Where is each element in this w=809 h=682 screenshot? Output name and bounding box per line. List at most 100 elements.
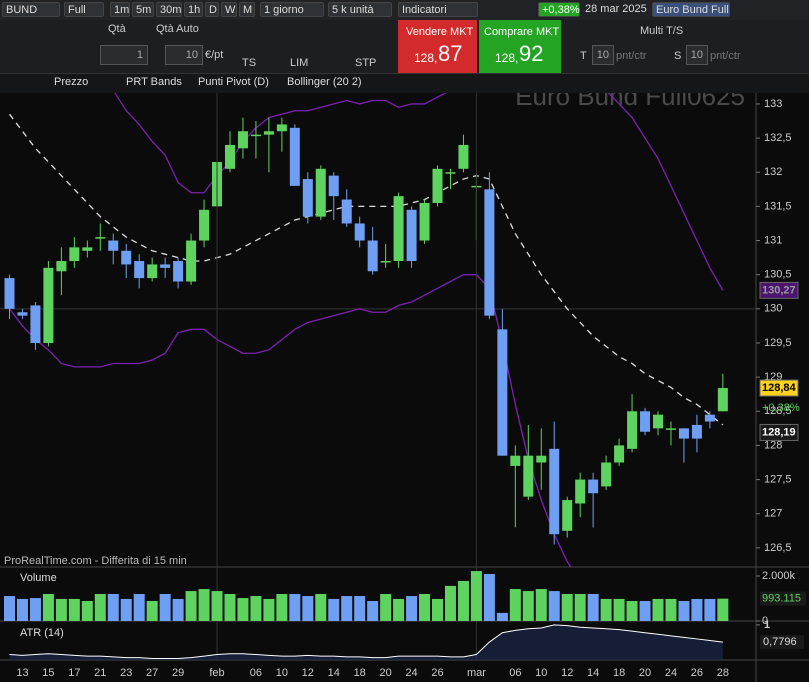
- x-tick-label: 15: [42, 667, 54, 679]
- volume-bar: [354, 596, 366, 621]
- volume-bar: [406, 596, 418, 621]
- period[interactable]: 1 giorno: [260, 2, 324, 17]
- x-tick-label: 29: [172, 667, 184, 679]
- candle-body: [173, 261, 184, 282]
- sell-dec: 87: [438, 41, 463, 66]
- candle-body: [549, 448, 560, 535]
- volume-bar: [626, 600, 638, 621]
- y-tick-label: 126,5: [764, 542, 792, 554]
- volume-bar: [172, 598, 184, 621]
- pane-title: Volume: [20, 572, 57, 584]
- volume-bar: [380, 594, 392, 621]
- qty-auto[interactable]: Qtà Auto: [156, 23, 199, 35]
- candle-body: [419, 202, 430, 241]
- stp[interactable]: STP: [355, 57, 377, 69]
- sell-button[interactable]: Vendere MKT 128, 87: [398, 20, 477, 73]
- indicator[interactable]: Punti Pivot (D): [198, 76, 269, 88]
- x-tick-label: 10: [276, 667, 288, 679]
- tf-btn[interactable]: 5m: [132, 2, 154, 17]
- symbol[interactable]: BUND: [2, 2, 60, 17]
- volume-bar: [470, 571, 482, 621]
- x-tick-label: 14: [587, 667, 599, 679]
- watermark: Euro Bund Full0625: [515, 93, 745, 111]
- mode[interactable]: Full: [64, 2, 104, 17]
- ts[interactable]: TS: [242, 57, 257, 69]
- candle-body: [653, 414, 663, 429]
- volume-bar: [81, 600, 93, 621]
- s-label: S: [674, 50, 682, 62]
- x-tick-label: 18: [354, 667, 366, 679]
- candle-body: [523, 455, 534, 497]
- buy-button[interactable]: Comprare MKT 128, 92: [479, 20, 561, 73]
- units[interactable]: 5 k unità: [328, 2, 392, 17]
- price-layer: [0, 93, 756, 567]
- volume-bar: [652, 598, 664, 621]
- buy-label: Comprare MKT: [484, 26, 560, 38]
- candle-body: [237, 131, 248, 149]
- x-tick-label: 10: [535, 667, 547, 679]
- y-tick-label: 133: [764, 98, 782, 110]
- tf-btn[interactable]: W: [221, 2, 237, 17]
- candle-body: [575, 479, 586, 504]
- volume-bar: [55, 598, 67, 621]
- x-tick-label: 06: [509, 667, 521, 679]
- candle-body: [82, 247, 93, 251]
- volume-bar: [639, 600, 651, 621]
- indicators[interactable]: Indicatori: [398, 2, 478, 17]
- tf-btn[interactable]: 30m: [156, 2, 182, 17]
- qty-input[interactable]: 1: [100, 45, 148, 65]
- candle-body: [484, 189, 495, 316]
- volume-bar: [289, 594, 301, 621]
- toolbar: BUND Full 1m 5m 30m 1h D W M 1 giorno 5 …: [0, 0, 809, 21]
- tf-btn[interactable]: 1h: [184, 2, 203, 17]
- candle-body: [640, 411, 651, 432]
- indicator[interactable]: PRT Bands: [126, 76, 182, 88]
- last-value-label: 0,7796: [763, 636, 797, 648]
- candle-body: [665, 428, 676, 430]
- candle-body: [510, 455, 521, 466]
- indicator[interactable]: Prezzo: [54, 76, 89, 88]
- candle-body: [147, 264, 158, 279]
- candle-body: [562, 500, 573, 531]
- candle-body: [69, 247, 80, 262]
- candle-body: [160, 264, 171, 268]
- price-tag: [759, 379, 799, 397]
- s-input[interactable]: 10: [686, 45, 708, 65]
- tf-btn[interactable]: D: [205, 2, 219, 17]
- price-tag-label: 130,27: [762, 284, 796, 296]
- volume-bar: [613, 598, 625, 621]
- tf-btn[interactable]: 1m: [110, 2, 130, 17]
- volume-bar: [328, 598, 340, 621]
- bollinger-upper: [114, 93, 724, 291]
- x-tick-label: 18: [613, 667, 625, 679]
- instrument[interactable]: Euro Bund Full0625: [652, 2, 730, 17]
- date: 28 mar 2025: [585, 3, 647, 15]
- value-input[interactable]: 10: [165, 45, 203, 65]
- last-value-tag: [760, 635, 804, 650]
- candle-body: [328, 175, 339, 197]
- price-tag-label: 128,84: [762, 382, 797, 394]
- tf-btn[interactable]: M: [239, 2, 255, 17]
- volume-bar: [432, 598, 444, 621]
- volume-bar: [678, 600, 690, 621]
- volume-bar: [665, 598, 677, 621]
- y-tick-label: 2.000k: [762, 570, 796, 582]
- candle-body: [341, 199, 352, 224]
- indicator[interactable]: Bollinger (20 2): [287, 76, 362, 88]
- candle-body: [627, 411, 638, 449]
- x-tick-label: 28: [717, 667, 729, 679]
- candle-body: [614, 445, 625, 463]
- candle-body: [393, 196, 404, 262]
- t-input[interactable]: 10: [592, 45, 614, 65]
- bollinger-middle: [8, 113, 724, 426]
- multi-ts[interactable]: Multi T/S: [640, 25, 684, 37]
- candle-body: [717, 388, 728, 412]
- candle-body: [406, 209, 417, 262]
- x-tick-label: 06: [250, 667, 262, 679]
- volume-bar: [276, 594, 288, 621]
- lim[interactable]: LIM: [290, 57, 309, 69]
- y-tick-label: 130,5: [764, 269, 792, 281]
- atr-line: [9, 624, 723, 659]
- volume-bar: [691, 598, 703, 621]
- volume-bar: [419, 594, 431, 621]
